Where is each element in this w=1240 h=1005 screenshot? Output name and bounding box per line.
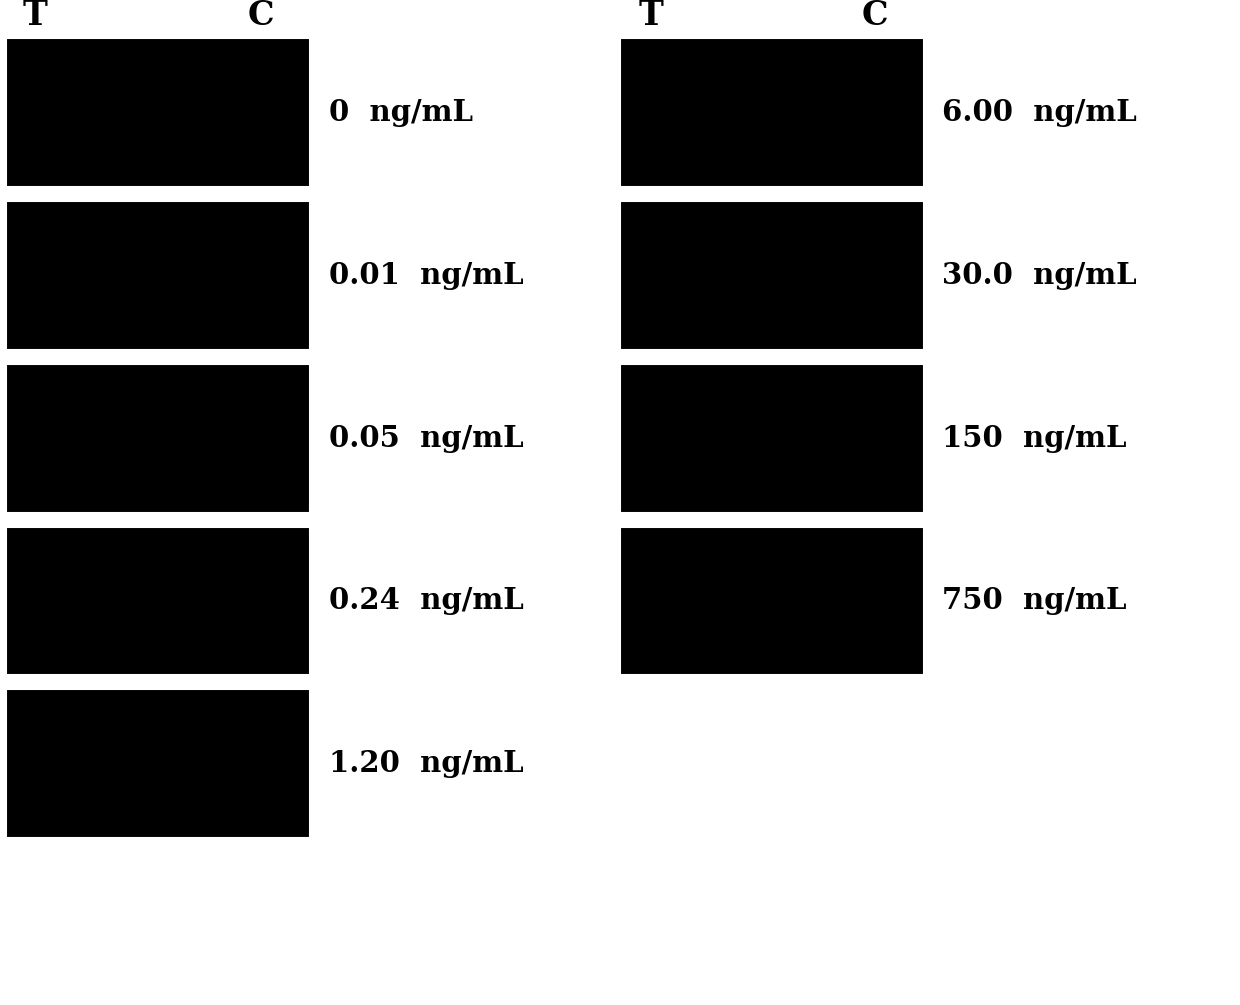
- Text: T: T: [639, 0, 663, 32]
- Text: 6.00  ng/mL: 6.00 ng/mL: [942, 98, 1137, 127]
- Bar: [6, 201, 310, 350]
- Bar: [6, 689, 310, 838]
- Text: 0.05  ng/mL: 0.05 ng/mL: [329, 424, 523, 452]
- Text: 1.20  ng/mL: 1.20 ng/mL: [329, 750, 523, 778]
- Bar: [620, 364, 924, 513]
- Text: 150  ng/mL: 150 ng/mL: [942, 424, 1127, 452]
- Text: 0  ng/mL: 0 ng/mL: [329, 98, 472, 127]
- Bar: [6, 527, 310, 675]
- Bar: [620, 38, 924, 187]
- Text: 0.24  ng/mL: 0.24 ng/mL: [329, 587, 523, 615]
- Bar: [620, 527, 924, 675]
- Bar: [6, 38, 310, 187]
- Text: 0.01  ng/mL: 0.01 ng/mL: [329, 261, 523, 289]
- Text: C: C: [862, 0, 888, 32]
- Text: T: T: [22, 0, 47, 32]
- Text: 750  ng/mL: 750 ng/mL: [942, 587, 1127, 615]
- Bar: [620, 201, 924, 350]
- Text: C: C: [248, 0, 274, 32]
- Text: 30.0  ng/mL: 30.0 ng/mL: [942, 261, 1137, 289]
- Bar: [6, 364, 310, 513]
